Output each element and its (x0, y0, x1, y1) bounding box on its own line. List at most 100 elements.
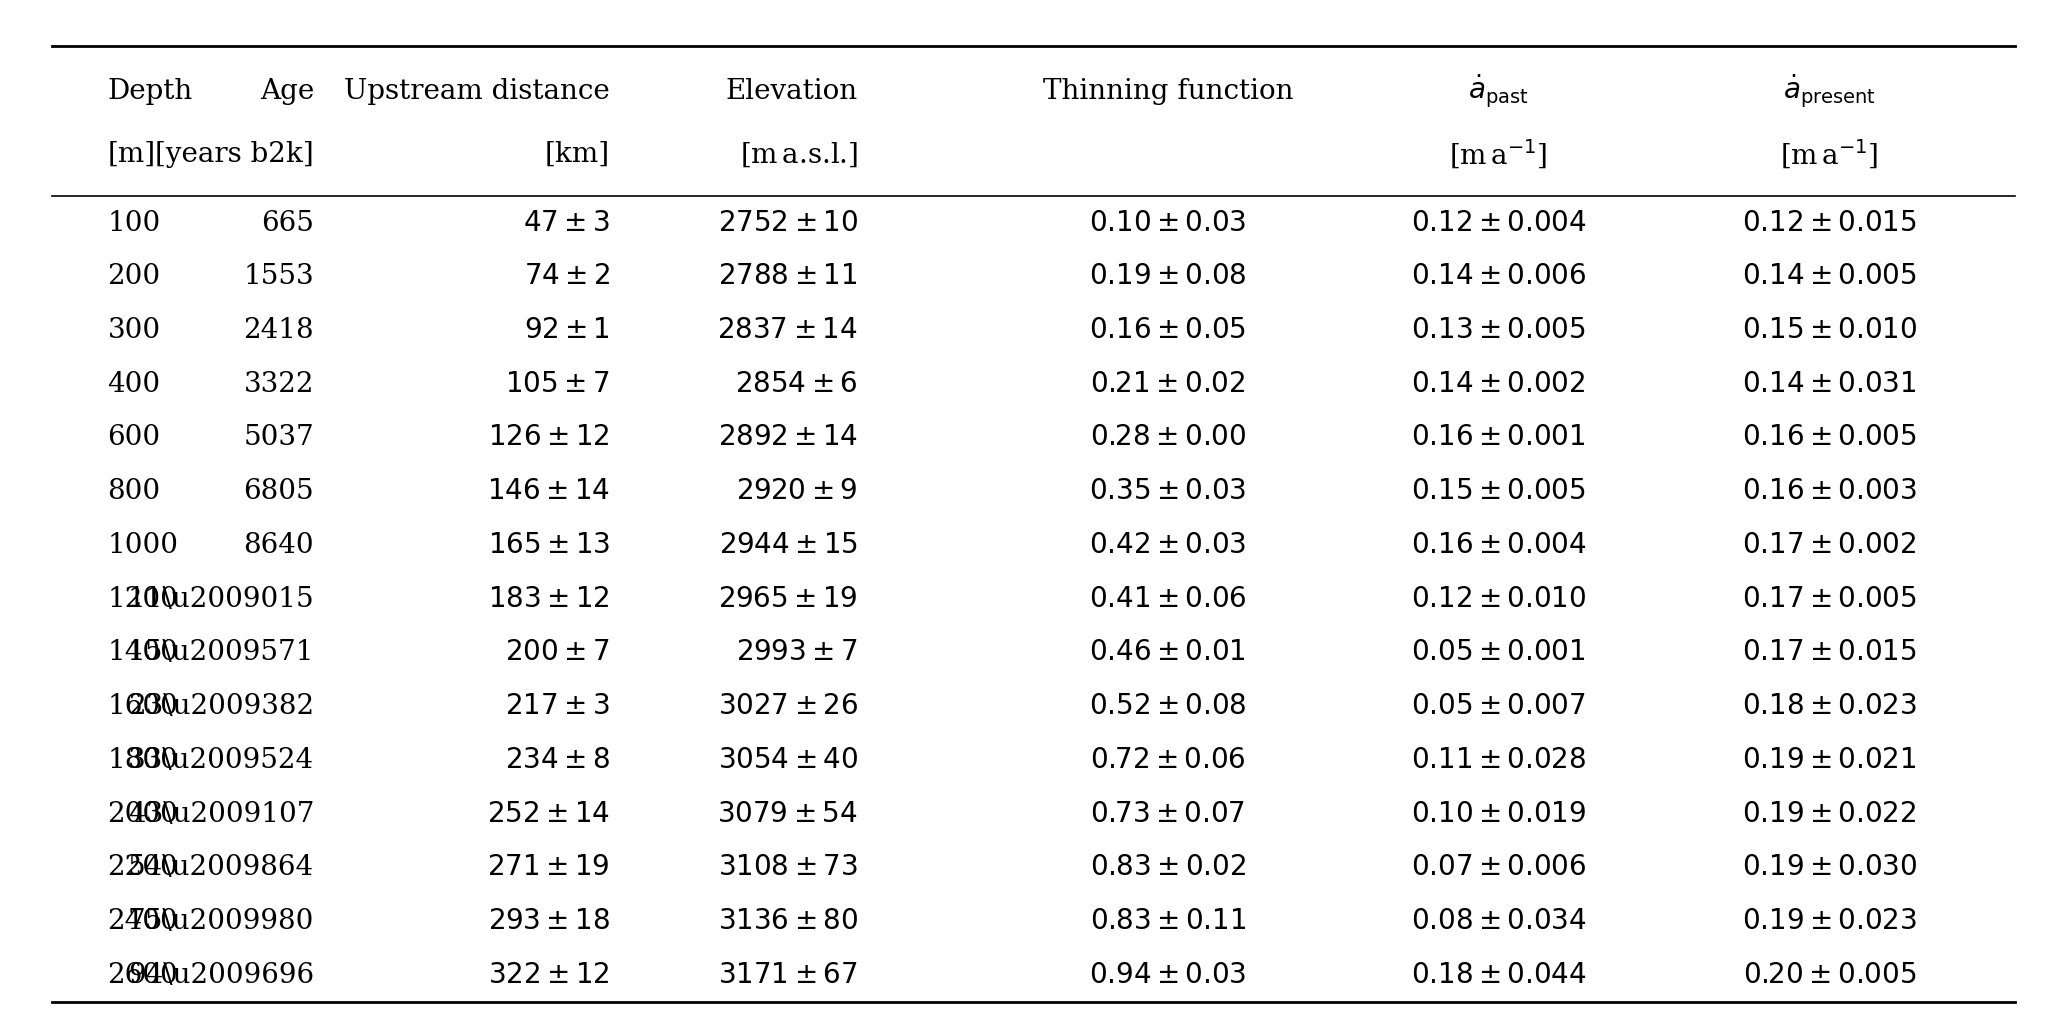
Text: $0.42 \pm 0.03$: $0.42 \pm 0.03$ (1089, 532, 1246, 559)
Text: Elevation: Elevation (726, 77, 858, 105)
Text: $0.17 \pm 0.005$: $0.17 \pm 0.005$ (1742, 586, 1916, 613)
Text: 75\u2009980: 75\u2009980 (128, 908, 314, 935)
Text: 8640: 8640 (244, 532, 314, 559)
Text: $74 \pm 2$: $74 \pm 2$ (523, 263, 610, 290)
Text: $0.12 \pm 0.015$: $0.12 \pm 0.015$ (1742, 210, 1916, 237)
Text: $0.13 \pm 0.005$: $0.13 \pm 0.005$ (1412, 317, 1585, 344)
Text: $3027 \pm 26$: $3027 \pm 26$ (717, 693, 858, 720)
Text: $322 \pm 12$: $322 \pm 12$ (488, 962, 610, 989)
Text: $165 \pm 13$: $165 \pm 13$ (488, 532, 610, 559)
Text: $47 \pm 3$: $47 \pm 3$ (523, 210, 610, 237)
Text: 15\u2009571: 15\u2009571 (128, 639, 314, 666)
Text: [m$\,$a.s.l.]: [m$\,$a.s.l.] (740, 140, 858, 168)
Text: [m]: [m] (107, 140, 155, 167)
Text: 2400: 2400 (107, 908, 178, 935)
Text: $0.83 \pm 0.02$: $0.83 \pm 0.02$ (1089, 854, 1246, 881)
Text: 43\u2009107: 43\u2009107 (128, 801, 314, 827)
Text: $2944 \pm 15$: $2944 \pm 15$ (719, 532, 858, 559)
Text: $183 \pm 12$: $183 \pm 12$ (488, 586, 610, 613)
Text: $0.15 \pm 0.005$: $0.15 \pm 0.005$ (1412, 478, 1585, 505)
Text: $2752 \pm 10$: $2752 \pm 10$ (717, 210, 858, 237)
Text: Depth: Depth (107, 77, 192, 105)
Text: $0.16 \pm 0.005$: $0.16 \pm 0.005$ (1742, 425, 1916, 451)
Text: $0.07 \pm 0.006$: $0.07 \pm 0.006$ (1412, 854, 1585, 881)
Text: $271 \pm 19$: $271 \pm 19$ (488, 854, 610, 881)
Text: 100: 100 (107, 210, 161, 237)
Text: $0.94 \pm 0.03$: $0.94 \pm 0.03$ (1089, 962, 1246, 989)
Text: $2965 \pm 19$: $2965 \pm 19$ (717, 586, 858, 613)
Text: $0.72 \pm 0.06$: $0.72 \pm 0.06$ (1089, 747, 1246, 774)
Text: $217 \pm 3$: $217 \pm 3$ (504, 693, 610, 720)
Text: $0.35 \pm 0.03$: $0.35 \pm 0.03$ (1089, 478, 1246, 505)
Text: $0.83 \pm 0.11$: $0.83 \pm 0.11$ (1089, 908, 1246, 935)
Text: 300: 300 (107, 317, 161, 344)
Text: $0.28 \pm 0.00$: $0.28 \pm 0.00$ (1089, 425, 1246, 451)
Text: 23\u2009382: 23\u2009382 (128, 693, 314, 720)
Text: $0.19 \pm 0.030$: $0.19 \pm 0.030$ (1742, 854, 1916, 881)
Text: $2892 \pm 14$: $2892 \pm 14$ (717, 425, 858, 451)
Text: $0.12 \pm 0.004$: $0.12 \pm 0.004$ (1410, 210, 1587, 237)
Text: 6805: 6805 (244, 478, 314, 505)
Text: $0.52 \pm 0.08$: $0.52 \pm 0.08$ (1089, 693, 1246, 720)
Text: $3136 \pm 80$: $3136 \pm 80$ (717, 908, 858, 935)
Text: $105 \pm 7$: $105 \pm 7$ (506, 371, 610, 398)
Text: $3054 \pm 40$: $3054 \pm 40$ (717, 747, 858, 774)
Text: $146 \pm 14$: $146 \pm 14$ (488, 478, 610, 505)
Text: $252 \pm 14$: $252 \pm 14$ (488, 801, 610, 827)
Text: $0.05 \pm 0.007$: $0.05 \pm 0.007$ (1412, 693, 1585, 720)
Text: $2993 \pm 7$: $2993 \pm 7$ (736, 639, 858, 666)
Text: $0.11 \pm 0.028$: $0.11 \pm 0.028$ (1412, 747, 1585, 774)
Text: 1600: 1600 (107, 693, 178, 720)
Text: 1200: 1200 (107, 586, 178, 613)
Text: $0.19 \pm 0.08$: $0.19 \pm 0.08$ (1089, 263, 1246, 290)
Text: 2200: 2200 (107, 854, 178, 881)
Text: [m$\,$a$^{-1}$]: [m$\,$a$^{-1}$] (1780, 137, 1879, 171)
Text: $0.16 \pm 0.003$: $0.16 \pm 0.003$ (1742, 478, 1916, 505)
Text: 3322: 3322 (244, 371, 314, 398)
Text: $0.73 \pm 0.07$: $0.73 \pm 0.07$ (1089, 801, 1246, 827)
Text: 1800: 1800 (107, 747, 178, 774)
Text: $2920 \pm 9$: $2920 \pm 9$ (736, 478, 858, 505)
Text: $0.18 \pm 0.044$: $0.18 \pm 0.044$ (1410, 962, 1587, 989)
Text: $0.19 \pm 0.023$: $0.19 \pm 0.023$ (1742, 908, 1916, 935)
Text: $0.18 \pm 0.023$: $0.18 \pm 0.023$ (1742, 693, 1916, 720)
Text: [km]: [km] (544, 140, 610, 167)
Text: 2600: 2600 (107, 962, 178, 989)
Text: $0.20 \pm 0.005$: $0.20 \pm 0.005$ (1742, 962, 1916, 989)
Text: $0.14 \pm 0.006$: $0.14 \pm 0.006$ (1412, 263, 1585, 290)
Text: 33\u2009524: 33\u2009524 (128, 747, 314, 774)
Text: 600: 600 (107, 425, 161, 451)
Text: $0.17 \pm 0.015$: $0.17 \pm 0.015$ (1742, 639, 1916, 666)
Text: $0.08 \pm 0.034$: $0.08 \pm 0.034$ (1410, 908, 1587, 935)
Text: 200: 200 (107, 263, 161, 290)
Text: $0.10 \pm 0.019$: $0.10 \pm 0.019$ (1412, 801, 1585, 827)
Text: $3108 \pm 73$: $3108 \pm 73$ (717, 854, 858, 881)
Text: 2418: 2418 (244, 317, 314, 344)
Text: $0.12 \pm 0.010$: $0.12 \pm 0.010$ (1412, 586, 1585, 613)
Text: $0.10 \pm 0.03$: $0.10 \pm 0.03$ (1089, 210, 1246, 237)
Text: $0.16 \pm 0.05$: $0.16 \pm 0.05$ (1089, 317, 1246, 344)
Text: $2854 \pm 6$: $2854 \pm 6$ (736, 371, 858, 398)
Text: 94\u2009696: 94\u2009696 (128, 962, 314, 989)
Text: $0.16 \pm 0.004$: $0.16 \pm 0.004$ (1410, 532, 1587, 559)
Text: $0.14 \pm 0.002$: $0.14 \pm 0.002$ (1412, 371, 1585, 398)
Text: Thinning function: Thinning function (1042, 77, 1294, 105)
Text: $2788 \pm 11$: $2788 \pm 11$ (719, 263, 858, 290)
Text: $3079 \pm 54$: $3079 \pm 54$ (717, 801, 858, 827)
Text: $0.14 \pm 0.005$: $0.14 \pm 0.005$ (1742, 263, 1916, 290)
Text: 2000: 2000 (107, 801, 178, 827)
Text: $200 \pm 7$: $200 \pm 7$ (506, 639, 610, 666)
Text: [m$\,$a$^{-1}$]: [m$\,$a$^{-1}$] (1449, 137, 1548, 171)
Text: 11\u2009015: 11\u2009015 (128, 586, 314, 613)
Text: $0.19 \pm 0.022$: $0.19 \pm 0.022$ (1742, 801, 1916, 827)
Text: $\dot{a}_\mathrm{present}$: $\dot{a}_\mathrm{present}$ (1782, 73, 1877, 109)
Text: 5037: 5037 (244, 425, 314, 451)
Text: $0.19 \pm 0.021$: $0.19 \pm 0.021$ (1742, 747, 1916, 774)
Text: 665: 665 (260, 210, 314, 237)
Text: $92 \pm 1$: $92 \pm 1$ (523, 317, 610, 344)
Text: Age: Age (260, 77, 314, 105)
Text: $0.17 \pm 0.002$: $0.17 \pm 0.002$ (1742, 532, 1916, 559)
Text: $\dot{a}_\mathrm{past}$: $\dot{a}_\mathrm{past}$ (1468, 73, 1530, 109)
Text: $0.16 \pm 0.001$: $0.16 \pm 0.001$ (1412, 425, 1585, 451)
Text: Upstream distance: Upstream distance (343, 77, 610, 105)
